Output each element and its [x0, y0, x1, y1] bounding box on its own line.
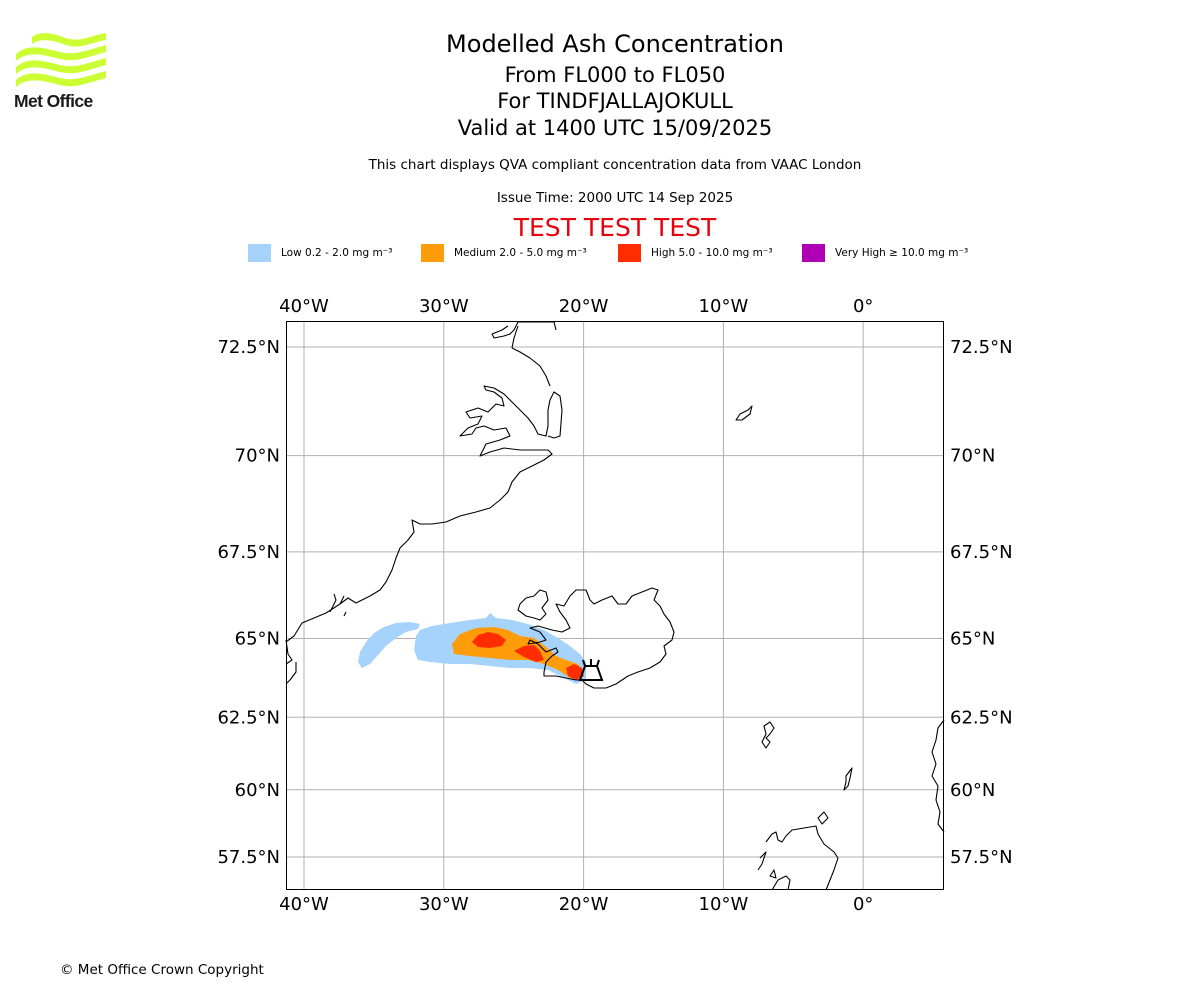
- lat-tick-label-right: 57.5°N: [950, 847, 1013, 868]
- map-frame: [286, 321, 944, 890]
- valid-time: Valid at 1400 UTC 15/09/2025: [457, 116, 773, 140]
- issue-time: Issue Time: 2000 UTC 14 Sep 2025: [496, 190, 734, 206]
- ash-low-west-patch: [358, 622, 420, 668]
- lat-tick-label-right: 65°N: [950, 628, 995, 649]
- orkney-coastline: [817, 811, 829, 825]
- volcano-name: For TINDFJALLAJOKULL: [497, 89, 733, 113]
- lat-tick-label-left: 70°N: [235, 446, 280, 467]
- lon-tick-label-bottom: 40°W: [279, 894, 329, 915]
- ash-high-region: [472, 632, 584, 680]
- lat-tick-label-right: 60°N: [950, 780, 995, 801]
- greenland-coast-south: [285, 593, 347, 685]
- legend-swatch-low: [248, 244, 271, 262]
- volcano-icon: [578, 659, 604, 681]
- met-office-logo: Met Office: [14, 30, 108, 112]
- lon-tick-label-top: 30°W: [419, 296, 469, 317]
- lon-tick-label-bottom: 20°W: [559, 894, 609, 915]
- faroe-islands-coastline: [761, 721, 775, 749]
- ash-high-patch-central: [514, 645, 544, 662]
- shetland-coastline: [843, 767, 853, 791]
- met-office-wave-icon: [16, 33, 106, 87]
- lon-tick-label-top: 40°W: [279, 296, 329, 317]
- norway-coastline: [931, 719, 945, 833]
- jan-mayen-coastline: [735, 405, 753, 421]
- lon-tick-label-top: 20°W: [559, 296, 609, 317]
- lat-tick-label-left: 62.5°N: [217, 707, 280, 728]
- legend-swatch-high: [618, 244, 641, 262]
- map-gridlines: [286, 321, 944, 890]
- ash-high-patch-west: [472, 632, 506, 648]
- coastlines: [285, 321, 945, 891]
- lon-tick-label-top: 10°W: [699, 296, 749, 317]
- legend-item-high: High 5.0 - 10.0 mg m⁻³: [618, 244, 773, 262]
- map-tick-labels: 40°W 40°W 30°W 30°W 20°W 20°W 10°W 10°W 0° 0° 72.5…: [217, 296, 1012, 915]
- lat-tick-label-left: 57.5°N: [217, 847, 280, 868]
- legend-swatch-medium: [421, 244, 444, 262]
- legend-label-low: Low 0.2 - 2.0 mg m⁻³: [281, 247, 393, 259]
- scotland-coastline: [757, 825, 839, 891]
- flight-levels: From FL000 to FL050: [504, 63, 726, 87]
- iceland-westfjords: [517, 589, 549, 621]
- lat-tick-label-left: 67.5°N: [217, 542, 280, 563]
- met-office-logo-text: Met Office: [14, 91, 93, 111]
- lat-tick-label-right: 62.5°N: [950, 707, 1013, 728]
- lon-tick-label-bottom: 10°W: [699, 894, 749, 915]
- legend-swatch-very-high: [802, 244, 825, 262]
- iceland-coastline: [527, 587, 675, 689]
- lat-tick-label-right: 70°N: [950, 446, 995, 467]
- copyright-notice: © Met Office Crown Copyright: [60, 962, 264, 978]
- legend-item-very-high: Very High ≥ 10.0 mg m⁻³: [802, 244, 968, 262]
- lat-tick-label-right: 67.5°N: [950, 542, 1013, 563]
- legend-item-medium: Medium 2.0 - 5.0 mg m⁻³: [421, 244, 587, 262]
- lat-tick-label-left: 60°N: [235, 780, 280, 801]
- lat-tick-label-right: 72.5°N: [950, 337, 1013, 358]
- test-banner: TEST TEST TEST: [513, 213, 717, 242]
- qva-note: This chart displays QVA compliant concen…: [368, 157, 862, 173]
- lat-tick-label-left: 72.5°N: [217, 337, 280, 358]
- ash-high-patch-east: [566, 664, 584, 680]
- lat-tick-label-left: 65°N: [235, 628, 280, 649]
- legend-item-low: Low 0.2 - 2.0 mg m⁻³: [248, 244, 392, 262]
- lon-tick-label-bottom: 0°: [853, 894, 873, 915]
- lon-tick-label-bottom: 30°W: [419, 894, 469, 915]
- greenland-coastline: [285, 321, 563, 643]
- concentration-legend: Low 0.2 - 2.0 mg m⁻³ Medium 2.0 - 5.0 mg…: [0, 244, 1200, 264]
- legend-label-medium: Medium 2.0 - 5.0 mg m⁻³: [454, 247, 587, 259]
- chart-title: Modelled Ash Concentration: [446, 30, 784, 58]
- lon-tick-label-top: 0°: [853, 296, 873, 317]
- legend-label-very-high: Very High ≥ 10.0 mg m⁻³: [835, 247, 969, 259]
- legend-label-high: High 5.0 - 10.0 mg m⁻³: [651, 247, 773, 259]
